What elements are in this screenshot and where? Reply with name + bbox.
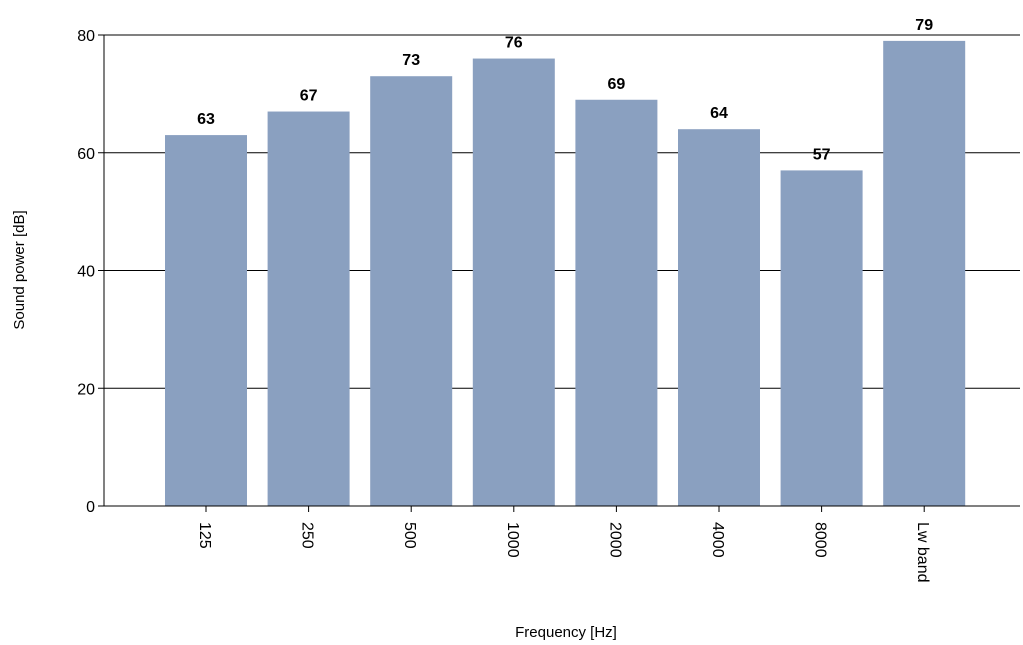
x-tick-label: 4000 xyxy=(709,522,726,558)
x-tick-label: 1000 xyxy=(504,522,521,558)
bar xyxy=(267,111,350,506)
x-tick-label: 125 xyxy=(196,522,213,549)
grid-lines xyxy=(104,34,1020,389)
bars xyxy=(165,40,966,507)
data-label: 79 xyxy=(915,17,933,34)
x-axis: 125 250 500 1000 2000 4000 8000 Lw band xyxy=(98,505,1020,583)
data-label: 69 xyxy=(608,76,626,93)
data-label: 57 xyxy=(813,146,831,163)
y-tick-label: 80 xyxy=(77,28,95,45)
x-tick-label: 250 xyxy=(299,522,316,549)
bar xyxy=(165,135,247,506)
data-label: 76 xyxy=(505,35,523,52)
x-tick-label: 500 xyxy=(401,522,418,549)
y-tick-label: 0 xyxy=(86,499,95,516)
bar xyxy=(370,76,453,507)
x-tick-label: Lw band xyxy=(914,522,931,583)
y-axis: 0 20 40 60 80 xyxy=(77,28,105,516)
data-label: 64 xyxy=(710,105,728,122)
x-tick-label: 8000 xyxy=(812,522,829,558)
bar xyxy=(780,170,863,506)
y-tick-label: 40 xyxy=(77,264,95,281)
data-label: 63 xyxy=(197,111,215,128)
y-tick-label: 60 xyxy=(77,146,95,163)
data-label: 67 xyxy=(300,88,318,105)
bar xyxy=(575,99,658,506)
y-axis-title: Sound power [dB] xyxy=(11,210,28,329)
x-axis-title: Frequency [Hz] xyxy=(515,624,617,641)
data-labels: 63 67 73 76 69 64 57 79 xyxy=(197,17,933,164)
x-tick-label: 2000 xyxy=(606,522,623,558)
bar xyxy=(678,129,760,506)
data-label: 73 xyxy=(402,52,420,69)
y-tick-label: 20 xyxy=(77,381,95,398)
bar xyxy=(883,40,966,506)
bar xyxy=(472,58,555,507)
